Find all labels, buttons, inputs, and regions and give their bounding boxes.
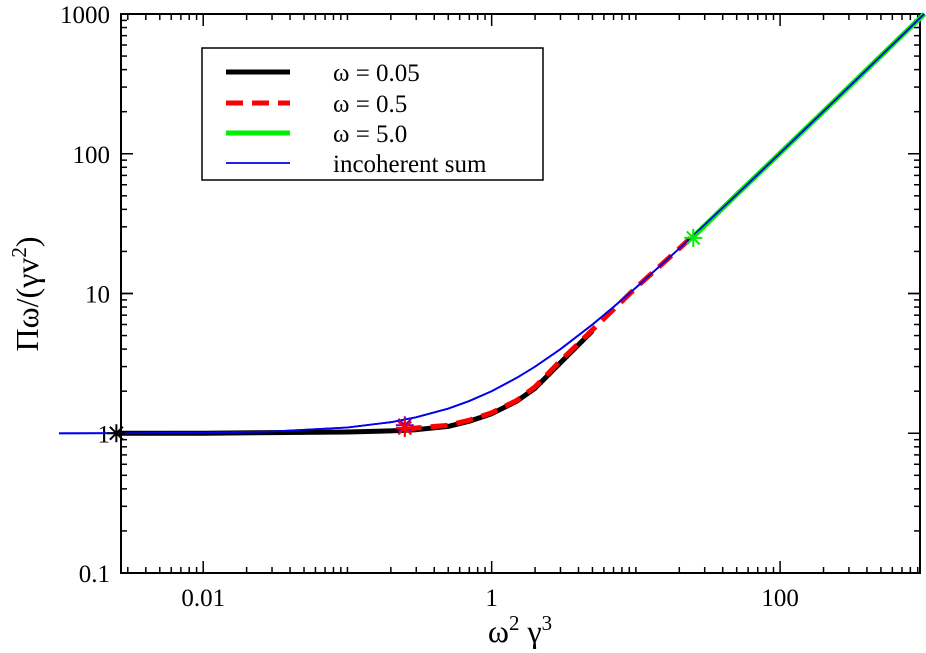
legend: ω = 0.05 ω = 0.5 ω = 5.0 incoherent sum bbox=[201, 47, 544, 181]
series-line-0 bbox=[116, 329, 595, 436]
asterisk-stroke bbox=[397, 420, 413, 436]
axis-ticks bbox=[121, 13, 920, 574]
y-axis-title: Πω/(γv2) bbox=[7, 236, 45, 351]
x-tick-label: 0.01 bbox=[181, 585, 225, 612]
asterisk-marker bbox=[107, 424, 126, 443]
asterisk-stroke bbox=[686, 230, 701, 246]
asterisk-marker bbox=[684, 228, 703, 247]
x-tick-label: 100 bbox=[761, 585, 799, 612]
y-tick-label: 1 bbox=[98, 421, 111, 448]
data-markers bbox=[107, 228, 703, 443]
asterisk-stroke bbox=[109, 426, 124, 441]
y-tick-label: 100 bbox=[73, 142, 111, 169]
asterisk-marker bbox=[395, 419, 414, 438]
series-lines bbox=[58, 12, 926, 436]
legend-label-incoherent-sum: incoherent sum bbox=[333, 151, 487, 178]
y-tick-label: 1000 bbox=[60, 2, 110, 29]
legend-label-omega-5.0: ω = 5.0 bbox=[333, 121, 407, 148]
x-axis-title: ω2 γ3 bbox=[488, 611, 552, 649]
legend-label-omega-0.05: ω = 0.05 bbox=[333, 60, 420, 87]
x-tick-label: 1 bbox=[485, 585, 498, 612]
series-line-incoherent-top bbox=[58, 13, 925, 435]
series-line-1 bbox=[404, 233, 696, 433]
y-tick-label: 0.1 bbox=[79, 561, 110, 588]
legend-label-omega-0.5: ω = 0.5 bbox=[333, 91, 407, 118]
tick-labels: 0.01 1 100 0.1 1 10 100 1000 bbox=[60, 2, 799, 612]
y-tick-label: 10 bbox=[85, 282, 110, 309]
